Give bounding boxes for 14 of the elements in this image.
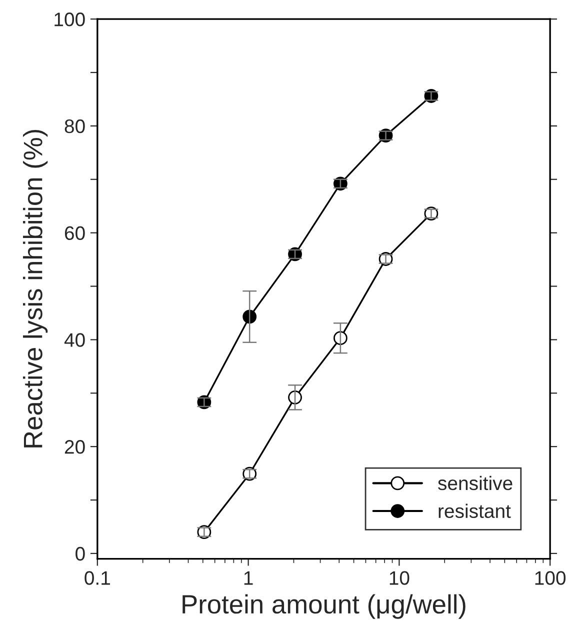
y-tick-label: 60 [64, 226, 85, 240]
x-tick-label: 0.1 [84, 571, 110, 585]
x-tick-label: 10 [390, 571, 410, 585]
x-axis-title: Protein amount (μg/well) [182, 594, 466, 619]
y-tick-label: 20 [64, 440, 85, 454]
y-axis-title: Reactive lysis inhibition (%) [23, 130, 48, 448]
y-tick-label: 80 [64, 119, 85, 134]
legend-label: resistant [438, 504, 511, 518]
legend-label: sensitive [438, 476, 512, 490]
x-tick-label: 1 [244, 571, 253, 585]
x-tick-label: 100 [535, 571, 566, 585]
y-tick-label: 100 [54, 12, 85, 26]
y-tick-label: 0 [76, 546, 85, 561]
y-tick-label: 40 [64, 333, 85, 347]
